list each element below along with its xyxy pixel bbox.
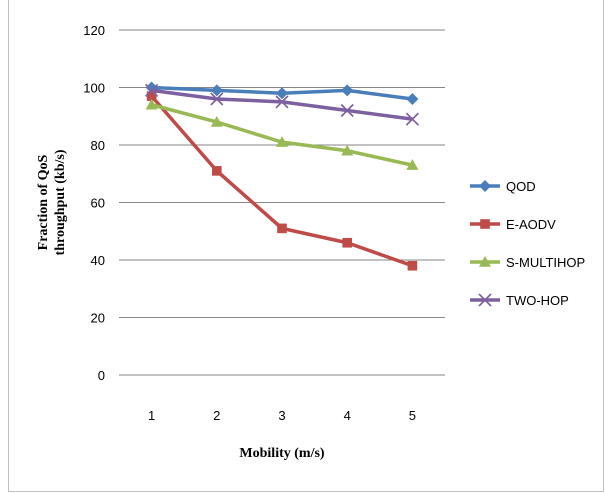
data-point xyxy=(407,260,418,271)
x-axis-title: Mobility (m/s) xyxy=(239,446,324,461)
data-point xyxy=(276,136,288,147)
series-line xyxy=(150,94,413,268)
data-point xyxy=(479,180,491,192)
data-point xyxy=(340,103,354,118)
y-tick-label: 100 xyxy=(83,81,105,96)
y-axis-title-line: throughput (kb/s) xyxy=(53,149,68,255)
data-point xyxy=(341,144,354,156)
data-point xyxy=(405,112,419,126)
data-point xyxy=(145,98,158,110)
y-tick-label: 0 xyxy=(98,368,105,383)
y-axis-title-line: Fraction of QoS xyxy=(36,154,51,250)
x-tick-label: 4 xyxy=(344,408,351,423)
data-point xyxy=(145,83,159,97)
chart-frame xyxy=(8,0,604,492)
data-point xyxy=(406,159,419,170)
data-point xyxy=(210,92,224,106)
y-axis-title: Fraction of QoS throughput (kb/s) xyxy=(36,149,68,255)
legend-label: E-AODV xyxy=(506,217,556,232)
data-point xyxy=(342,237,352,248)
x-tick-label: 3 xyxy=(278,408,285,423)
y-tick-label: 20 xyxy=(91,311,105,326)
data-point xyxy=(341,84,354,97)
data-point xyxy=(480,219,490,229)
x-axis-ticks: 1 2 3 4 5 xyxy=(148,408,416,423)
legend: QOD E-AODV S-MULTIHOP TWO-HOP xyxy=(470,179,585,308)
data-point xyxy=(210,84,223,97)
data-point xyxy=(277,223,287,234)
y-axis-ticks: 0 20 40 60 80 100 120 xyxy=(83,23,105,383)
y-tick-label: 120 xyxy=(83,23,105,38)
data-point xyxy=(210,116,223,127)
x-tick-label: 2 xyxy=(213,408,220,423)
legend-label: QOD xyxy=(506,179,536,194)
legend-label: TWO-HOP xyxy=(506,293,569,308)
data-point xyxy=(276,87,288,100)
data-point xyxy=(406,93,419,105)
x-tick-label: 1 xyxy=(148,408,155,423)
data-point xyxy=(478,293,492,307)
data-point xyxy=(275,95,289,109)
y-tick-label: 40 xyxy=(91,253,105,268)
y-tick-label: 60 xyxy=(91,196,105,211)
series-group xyxy=(145,81,419,271)
data-point xyxy=(212,166,222,176)
data-point xyxy=(479,256,491,267)
data-point xyxy=(146,91,157,101)
x-tick-label: 5 xyxy=(409,408,416,423)
legend-label: S-MULTIHOP xyxy=(506,255,585,270)
gridlines xyxy=(119,29,445,318)
y-tick-label: 80 xyxy=(91,138,105,153)
